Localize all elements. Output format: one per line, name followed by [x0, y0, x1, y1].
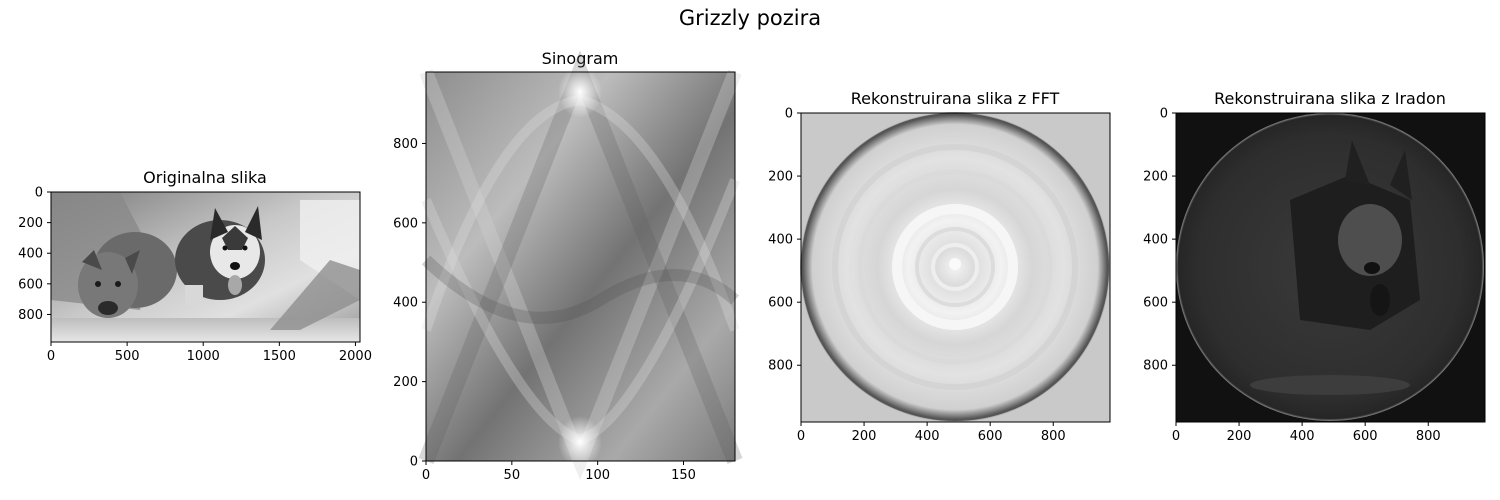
y-tick-label: 800 — [768, 359, 793, 374]
x-tick-label: 0 — [1172, 429, 1180, 444]
y-tick-label: 800 — [18, 308, 43, 323]
x-tick-label: 0 — [797, 429, 805, 444]
panel-sinogram: Sinogram 0 50 100 150 0 200 400 600 800 — [393, 49, 743, 483]
x-tick-label: 600 — [978, 429, 1003, 444]
y-tick-label: 0 — [35, 186, 43, 201]
y-tick-label: 200 — [1143, 170, 1168, 185]
y-tick-label: 800 — [393, 137, 418, 152]
x-tick-label: 800 — [1416, 429, 1441, 444]
x-tick-label: 0 — [422, 468, 430, 483]
panel-title-fft: Rekonstruirana slika z FFT — [851, 89, 1060, 108]
x-tick-label: 400 — [1290, 429, 1315, 444]
panel-title-original: Originalna slika — [143, 168, 267, 187]
panel-iradon: Rekonstruirana slika z Iradon 0 200 400 600… — [1143, 89, 1486, 445]
sinogram-image — [418, 50, 743, 480]
y-tick-label: 600 — [18, 277, 43, 292]
fft-image — [800, 112, 1110, 422]
y-tick-label: 600 — [768, 296, 793, 311]
original-image — [51, 192, 360, 342]
axes-frame — [425, 71, 736, 462]
x-tick-label: 400 — [915, 429, 940, 444]
y-tick-label: 400 — [1143, 233, 1168, 248]
y-tick-label: 200 — [393, 375, 418, 390]
y-tick-label: 200 — [18, 216, 43, 231]
ticks-original: 0 500 1000 1500 2000 0 200 400 600 800 — [18, 186, 372, 365]
y-tick-label: 0 — [785, 107, 793, 122]
iradon-image — [1176, 113, 1485, 422]
x-tick-label: 150 — [671, 468, 696, 483]
y-tick-label: 0 — [410, 455, 418, 470]
x-tick-label: 200 — [852, 429, 877, 444]
y-tick-label: 200 — [768, 170, 793, 185]
x-tick-label: 100 — [585, 468, 610, 483]
axes-frame — [50, 191, 361, 343]
y-tick-label: 800 — [1143, 359, 1168, 374]
y-tick-label: 0 — [1160, 107, 1168, 122]
x-tick-label: 1500 — [263, 349, 296, 364]
y-tick-label: 400 — [768, 233, 793, 248]
x-tick-label: 200 — [1227, 429, 1252, 444]
x-tick-label: 1000 — [187, 349, 220, 364]
ticks-sinogram: 0 50 100 150 0 200 400 600 800 — [393, 137, 696, 483]
axes-frame — [800, 112, 1111, 423]
ticks-fft: 0 200 400 600 800 0 200 400 600 800 — [768, 107, 1065, 445]
x-tick-label: 50 — [504, 468, 521, 483]
axes-frame — [1175, 112, 1486, 423]
panel-fft: Rekonstruirana slika z FFT 0 200 400 600 800… — [768, 89, 1111, 445]
x-tick-label: 600 — [1353, 429, 1378, 444]
y-tick-label: 600 — [1143, 296, 1168, 311]
panel-original: Originalna slika — [18, 168, 372, 364]
panel-title-iradon: Rekonstruirana slika z Iradon — [1214, 89, 1446, 108]
x-tick-label: 2000 — [339, 349, 372, 364]
y-tick-label: 600 — [393, 216, 418, 231]
panel-title-sinogram: Sinogram — [542, 49, 619, 68]
figure-suptitle: Grizzly pozira — [679, 6, 821, 30]
x-tick-label: 0 — [47, 349, 55, 364]
y-tick-label: 400 — [393, 296, 418, 311]
y-tick-label: 400 — [18, 247, 43, 262]
x-tick-label: 500 — [115, 349, 140, 364]
x-tick-label: 800 — [1041, 429, 1066, 444]
ticks-iradon: 0 200 400 600 800 0 200 400 600 800 — [1143, 107, 1440, 445]
